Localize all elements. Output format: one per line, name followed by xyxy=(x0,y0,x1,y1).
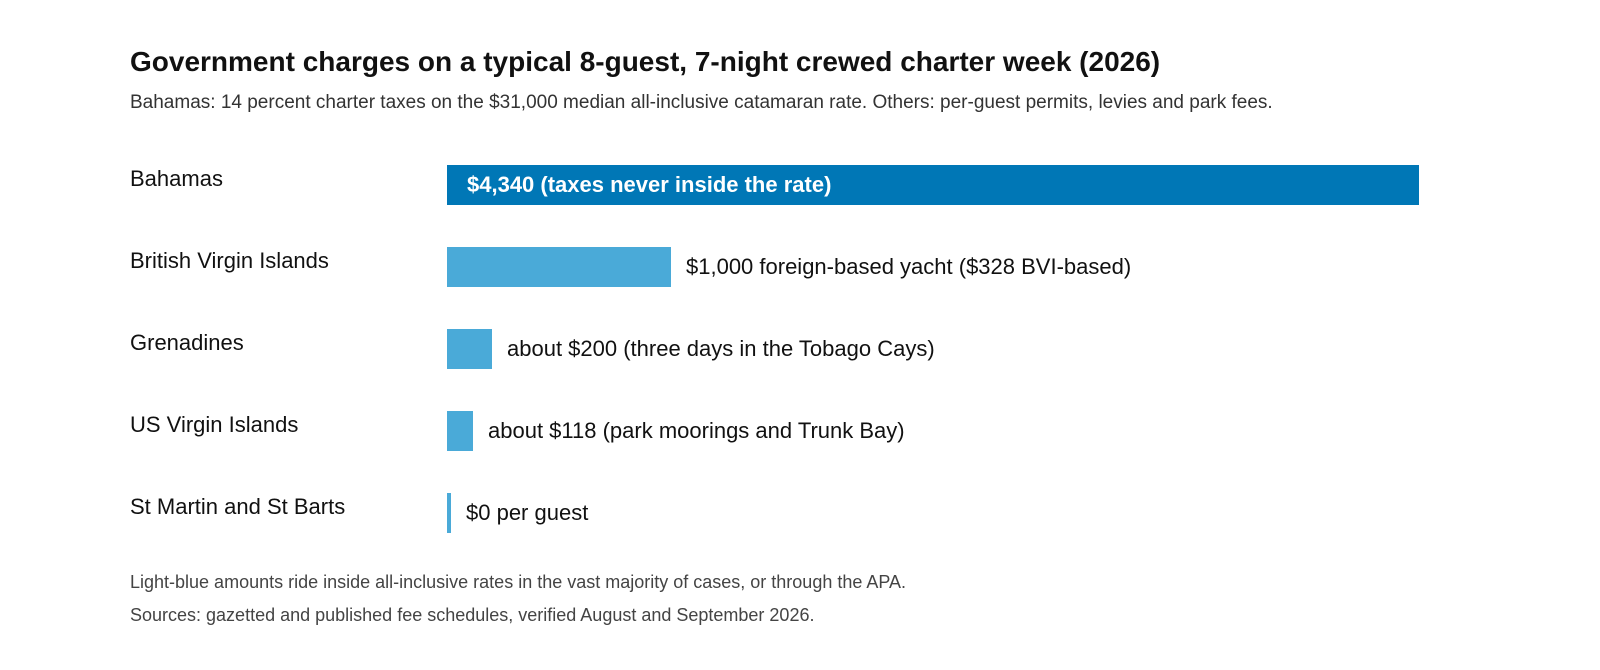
chart-subtitle: Bahamas: 14 percent charter taxes on the… xyxy=(130,92,1273,113)
bar xyxy=(447,165,1419,205)
data-label: $4,340 (taxes never inside the rate) xyxy=(467,172,832,197)
category-label: St Martin and St Barts xyxy=(130,494,346,519)
chart-title: Government charges on a typical 8-guest,… xyxy=(130,46,1161,77)
data-label: $0 per guest xyxy=(466,500,589,525)
category-label: British Virgin Islands xyxy=(130,248,329,273)
bar xyxy=(447,493,451,533)
category-label: US Virgin Islands xyxy=(130,412,299,437)
footnote-note: Light-blue amounts ride inside all-inclu… xyxy=(130,572,907,592)
data-label: about $118 (park moorings and Trunk Bay) xyxy=(488,418,905,443)
data-label: $1,000 foreign-based yacht ($328 BVI-bas… xyxy=(686,254,1132,279)
footnote-sources: Sources: gazetted and published fee sche… xyxy=(130,605,815,625)
bar xyxy=(447,329,492,369)
category-label: Bahamas xyxy=(130,166,223,191)
data-label: about $200 (three days in the Tobago Cay… xyxy=(507,336,935,361)
bar xyxy=(447,411,473,451)
bar xyxy=(447,247,671,287)
category-label: Grenadines xyxy=(130,330,244,355)
